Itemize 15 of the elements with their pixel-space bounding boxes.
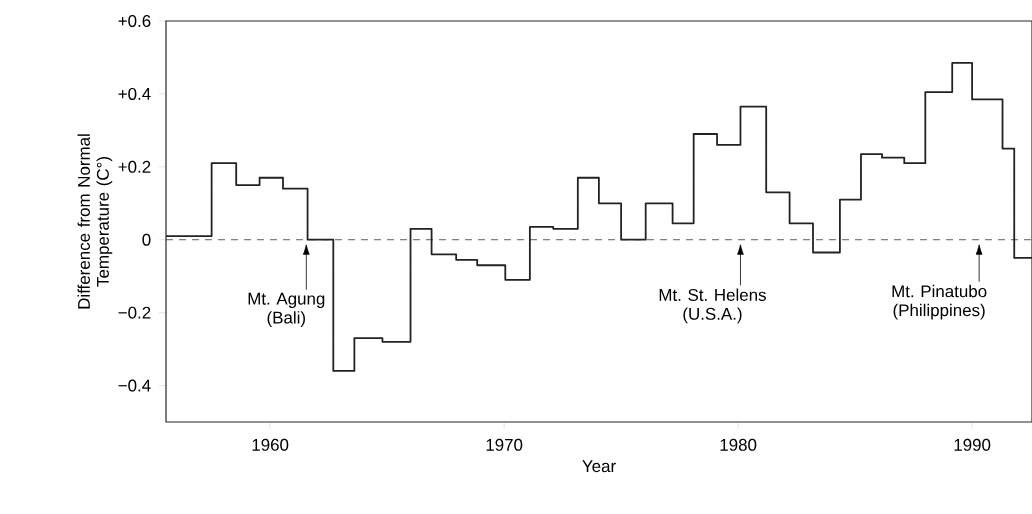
- x-tick-label: 1980: [720, 438, 757, 451]
- x-tick-label: 1960: [252, 438, 289, 451]
- y-tick-label: +0.2: [118, 160, 151, 173]
- annotation: Mt. Pinatubo (Philippines): [892, 284, 987, 320]
- y-axis-title: Difference from Normal Temperature (C°): [77, 134, 113, 309]
- y-tick-label: −0.2: [118, 306, 151, 319]
- y-tick-label: +0.4: [118, 87, 151, 100]
- annotation: Mt. St. Helens (U.S.A.): [659, 288, 766, 324]
- annotation: Mt. Agung (Bali): [248, 292, 325, 327]
- y-tick-label: 0: [142, 233, 151, 246]
- x-axis-title: Year: [582, 460, 616, 473]
- x-tick-label: 1970: [486, 438, 523, 451]
- y-tick-label: −0.4: [118, 379, 151, 392]
- x-tick-label: 1990: [954, 438, 991, 451]
- y-tick-label: +0.6: [118, 15, 151, 27]
